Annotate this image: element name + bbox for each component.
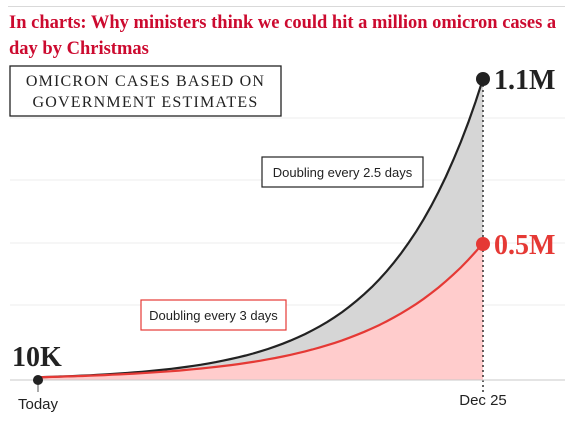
x-tick-label-today: Today (18, 396, 59, 413)
start-value-label: 10K (12, 342, 62, 373)
chart-title-box (9, 65, 282, 117)
end-point-1-1m (476, 72, 490, 86)
x-tick-label-dec25: Dec 25 (459, 392, 507, 409)
start-point (33, 375, 43, 385)
chart-title-line-2: GOVERNMENT ESTIMATES (33, 94, 259, 111)
area-doubling-3-days (38, 243, 483, 380)
top-divider (8, 6, 565, 7)
label-box-doubling-2-5-days (261, 156, 424, 188)
end-value-label-1-1m: 1.1M (494, 65, 555, 96)
end-point-0-5m (476, 237, 490, 251)
end-value-label-0-5m: 0.5M (494, 230, 555, 261)
label-doubling-2-5-days: Doubling every 2.5 days (273, 165, 413, 180)
line-doubling-3-days (37, 242, 484, 379)
headline: In charts: Why ministers think we could … (9, 13, 557, 59)
label-box-doubling-3-days (140, 299, 287, 331)
label-doubling-3-days: Doubling every 3 days (149, 308, 278, 323)
chart-title-line-1: OMICRON CASES BASED ON (26, 73, 265, 90)
area-doubling-2-5-days (38, 79, 483, 380)
